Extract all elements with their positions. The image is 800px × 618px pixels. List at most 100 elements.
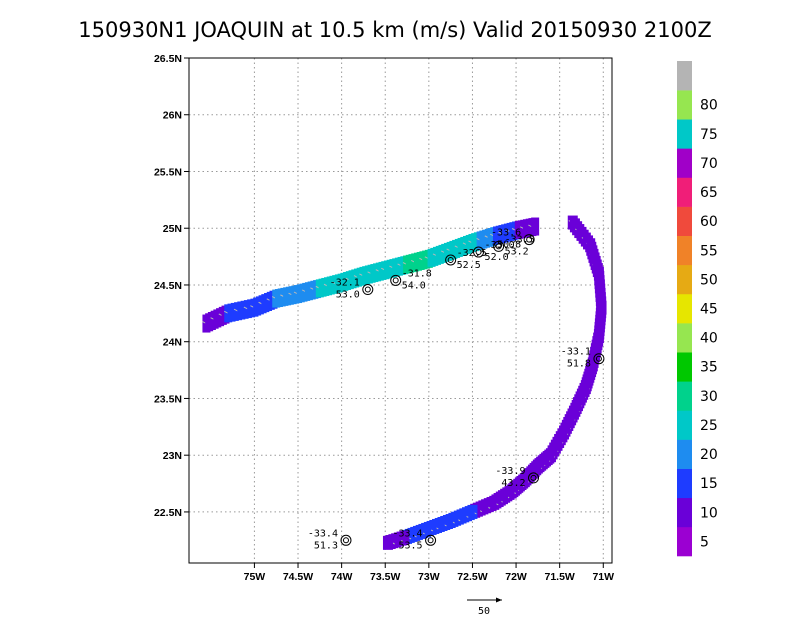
y-tick-label: 25N bbox=[163, 223, 182, 235]
storm-center-marker bbox=[340, 534, 352, 546]
reference-vector: 50 bbox=[467, 597, 502, 617]
colorbar-label: 5 bbox=[700, 534, 709, 550]
wind-cell bbox=[382, 535, 393, 550]
y-tick-label: 24N bbox=[163, 337, 182, 349]
annotation-value: 53.0 bbox=[336, 290, 360, 301]
storm-center-inner bbox=[530, 474, 537, 481]
storm-center-inner bbox=[392, 277, 399, 284]
x-tick-label: 73.5W bbox=[370, 571, 400, 583]
x-tick-label: 72.5W bbox=[457, 571, 487, 583]
storm-center-marker bbox=[528, 472, 540, 484]
colorbar: 5 10 15 20 25 30 35 40 45 50 55 60 65 70 75 80 bbox=[677, 61, 718, 557]
annotation-label: -33.4 bbox=[392, 528, 422, 539]
colorbar-label: 65 bbox=[700, 185, 718, 201]
annotation-value: 52.5 bbox=[457, 260, 481, 271]
y-axis-ticks: 22.5N 23N 23.5N 24N 24.5N 25N 25.5N 26N 26.5N bbox=[154, 53, 189, 519]
annotation-label: -33.9 bbox=[495, 466, 525, 477]
storm-center-inner bbox=[526, 236, 533, 243]
storm-center-marker bbox=[593, 353, 605, 365]
colorbar-swatch bbox=[677, 61, 692, 91]
colorbar-label: 80 bbox=[700, 98, 718, 114]
plot-frame bbox=[188, 57, 613, 564]
annotation-label: -33.4 bbox=[308, 528, 338, 539]
annotation-label: -31.8 bbox=[402, 268, 432, 279]
annotation-value: 52.0 bbox=[485, 252, 509, 263]
colorbar-swatch bbox=[677, 293, 692, 324]
y-tick-label: 26N bbox=[163, 110, 182, 122]
x-tick-label: 71W bbox=[592, 571, 614, 583]
y-tick-label: 26.5N bbox=[154, 53, 182, 65]
storm-center-inner bbox=[342, 537, 349, 544]
colorbar-label: 20 bbox=[700, 447, 718, 463]
annotation-value: 53.2 bbox=[505, 246, 529, 257]
colorbar-label: 55 bbox=[700, 243, 718, 259]
colorbar-label: 25 bbox=[700, 418, 718, 434]
storm-center-marker bbox=[523, 234, 535, 246]
storm-center-marker bbox=[425, 534, 437, 546]
reference-vector-arrowhead bbox=[496, 597, 502, 603]
chart-title: 150930N1 JOAQUIN at 10.5 km (m/s) Valid … bbox=[78, 18, 711, 42]
colorbar-label: 15 bbox=[700, 476, 718, 492]
annotation-value: 51.3 bbox=[314, 540, 338, 551]
x-axis-ticks: 75W 74.5W 74W 73.5W 73W 72.5W 72W 71.5W 71W bbox=[244, 563, 614, 583]
y-tick-label: 25.5N bbox=[154, 166, 182, 178]
wind-speed-cells bbox=[202, 215, 607, 550]
storm-center-marker bbox=[493, 240, 505, 252]
storm-center-annotations: -32.153.0 -31.854.0 -32.552.5 -33.052.0 -33.… bbox=[308, 228, 605, 551]
x-tick-label: 75W bbox=[244, 571, 266, 583]
colorbar-swatch bbox=[677, 235, 692, 266]
colorbar-swatch bbox=[677, 439, 692, 469]
colorbar-label: 60 bbox=[700, 214, 718, 230]
annotation-label: -33.0 bbox=[485, 240, 515, 251]
colorbar-swatch bbox=[677, 119, 692, 149]
colorbar-swatch bbox=[677, 410, 692, 440]
colorbar-label: 75 bbox=[700, 127, 718, 143]
annotation-value: 51.8 bbox=[567, 359, 591, 370]
x-tick-label: 73W bbox=[418, 571, 440, 583]
annotation-label: -32.1 bbox=[330, 278, 360, 289]
storm-center-inner bbox=[427, 537, 434, 544]
colorbar-swatch bbox=[677, 177, 692, 207]
y-tick-label: 23N bbox=[163, 450, 182, 462]
y-tick-label: 24.5N bbox=[154, 280, 182, 292]
colorbar-label: 45 bbox=[700, 302, 718, 318]
annotation-value: 43.2 bbox=[501, 478, 525, 489]
colorbar-swatch bbox=[677, 497, 692, 528]
x-tick-label: 74W bbox=[331, 571, 353, 583]
colorbar-label: 30 bbox=[700, 389, 718, 405]
colorbar-label: 70 bbox=[700, 156, 718, 172]
annotation-label: -33.1 bbox=[561, 347, 591, 358]
storm-center-inner bbox=[447, 257, 454, 263]
y-tick-label: 22.5N bbox=[154, 507, 182, 519]
colorbar-swatch bbox=[677, 526, 692, 557]
annotation-value: 53.5 bbox=[398, 540, 422, 551]
colorbar-swatch bbox=[677, 148, 692, 178]
x-tick-label: 74.5W bbox=[283, 571, 313, 583]
annotation-value: 54.0 bbox=[402, 280, 426, 291]
colorbar-swatch bbox=[677, 381, 692, 411]
x-tick-label: 71.5W bbox=[544, 571, 574, 583]
colorbar-label: 40 bbox=[700, 331, 718, 347]
storm-center-inner bbox=[364, 286, 371, 293]
wind-cell bbox=[531, 217, 540, 236]
storm-center-inner bbox=[595, 355, 602, 362]
colorbar-swatch bbox=[677, 468, 692, 499]
colorbar-swatch bbox=[677, 206, 692, 237]
colorbar-label: 35 bbox=[700, 360, 718, 376]
colorbar-swatch bbox=[677, 264, 692, 295]
annotation-label: -33.5 bbox=[505, 234, 535, 245]
annotation-value: 50.8 bbox=[497, 240, 521, 251]
y-tick-label: 23.5N bbox=[154, 393, 182, 405]
x-tick-label: 72W bbox=[505, 571, 527, 583]
storm-center-inner bbox=[495, 243, 502, 250]
colorbar-label: 50 bbox=[700, 272, 718, 288]
storm-center-marker bbox=[390, 274, 402, 286]
reference-vector-label: 50 bbox=[478, 606, 490, 617]
colorbar-swatch bbox=[677, 323, 692, 353]
storm-center-marker bbox=[473, 246, 485, 258]
storm-center-marker bbox=[445, 254, 457, 266]
annotation-label: -32.5 bbox=[457, 248, 487, 259]
storm-center-inner bbox=[475, 249, 482, 256]
storm-center-marker bbox=[362, 284, 374, 296]
